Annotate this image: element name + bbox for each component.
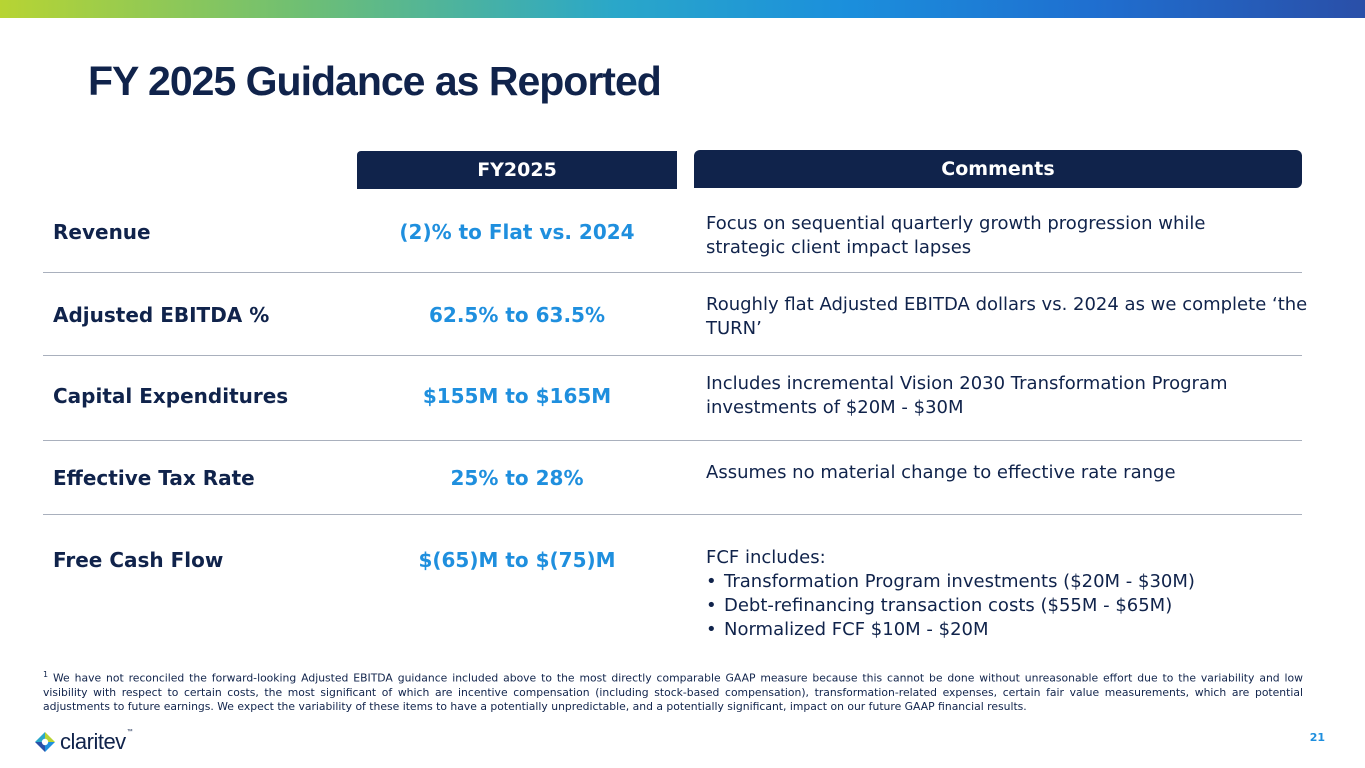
row-label: Effective Tax Rate [53, 466, 255, 490]
page-number: 21 [1309, 731, 1325, 744]
claritev-logo-icon [35, 732, 55, 752]
row-comment: Focus on sequential quarterly growth pro… [706, 213, 1206, 258]
row-value: 25% to 28% [450, 466, 584, 490]
row-divider [43, 514, 1302, 515]
company-logo: claritev™ [34, 729, 133, 755]
footnote: 1 We have not reconciled the forward-loo… [43, 668, 1303, 714]
row-comment: Roughly flat Adjusted EBITDA dollars vs.… [706, 294, 1308, 339]
top-gradient-bar [0, 0, 1365, 18]
row-label: Adjusted EBITDA % [53, 303, 270, 327]
row-value: 62.5% to 63.5% [429, 303, 605, 327]
row-label: Free Cash Flow [53, 548, 224, 572]
logo-wordmark: claritev™ [60, 729, 133, 754]
page-title: FY 2025 Guidance as Reported [88, 58, 662, 104]
comment-bullet-list: Transformation Program investments ($20M… [706, 570, 1316, 642]
list-item: Debt-refinancing transaction costs ($55M… [706, 594, 1316, 618]
comment-intro: FCF includes: [706, 547, 826, 568]
row-label: Capital Expenditures [53, 384, 289, 408]
row-comment: Assumes no material change to effective … [706, 462, 1176, 483]
row-label: Revenue [53, 220, 151, 244]
row-comment: Includes incremental Vision 2030 Transfo… [706, 373, 1228, 418]
row-value: (2)% to Flat vs. 2024 [399, 220, 635, 244]
footnote-text: We have not reconciled the forward-looki… [43, 671, 1303, 713]
row-value: $155M to $165M [422, 384, 612, 408]
row-value: $(65)M to $(75)M [418, 548, 616, 572]
list-item: Normalized FCF $10M - $20M [706, 618, 1316, 642]
column-header-comments: Comments [694, 150, 1302, 188]
row-divider [43, 272, 1302, 273]
footnote-marker: 1 [43, 670, 49, 679]
row-divider [43, 355, 1302, 356]
list-item: Transformation Program investments ($20M… [706, 570, 1316, 594]
row-comment: FCF includes: Transformation Program inv… [706, 546, 1316, 642]
row-divider [43, 440, 1302, 441]
column-header-fy2025: FY2025 [357, 151, 677, 189]
